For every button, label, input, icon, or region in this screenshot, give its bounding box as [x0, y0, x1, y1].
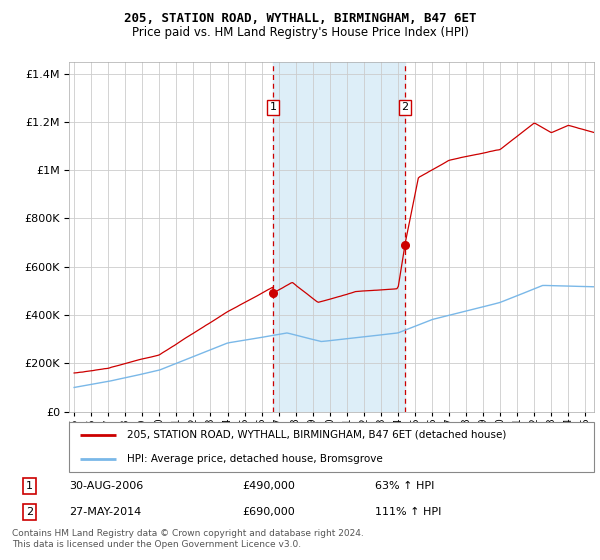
Text: 2: 2 — [26, 507, 33, 517]
Text: Contains HM Land Registry data © Crown copyright and database right 2024.: Contains HM Land Registry data © Crown c… — [12, 529, 364, 538]
Text: 1: 1 — [26, 481, 33, 491]
Text: £690,000: £690,000 — [242, 507, 295, 517]
Text: 205, STATION ROAD, WYTHALL, BIRMINGHAM, B47 6ET (detached house): 205, STATION ROAD, WYTHALL, BIRMINGHAM, … — [127, 430, 506, 440]
Text: 63% ↑ HPI: 63% ↑ HPI — [375, 481, 434, 491]
Text: 30-AUG-2006: 30-AUG-2006 — [70, 481, 144, 491]
Text: 111% ↑ HPI: 111% ↑ HPI — [375, 507, 441, 517]
Text: HPI: Average price, detached house, Bromsgrove: HPI: Average price, detached house, Brom… — [127, 454, 383, 464]
Text: 205, STATION ROAD, WYTHALL, BIRMINGHAM, B47 6ET: 205, STATION ROAD, WYTHALL, BIRMINGHAM, … — [124, 12, 476, 25]
Text: £490,000: £490,000 — [242, 481, 295, 491]
Text: Price paid vs. HM Land Registry's House Price Index (HPI): Price paid vs. HM Land Registry's House … — [131, 26, 469, 39]
Text: 2: 2 — [401, 102, 409, 113]
Text: 1: 1 — [269, 102, 277, 113]
FancyBboxPatch shape — [69, 422, 594, 472]
Bar — [273, 62, 405, 412]
Text: This data is licensed under the Open Government Licence v3.0.: This data is licensed under the Open Gov… — [12, 540, 301, 549]
Text: 27-MAY-2014: 27-MAY-2014 — [70, 507, 142, 517]
